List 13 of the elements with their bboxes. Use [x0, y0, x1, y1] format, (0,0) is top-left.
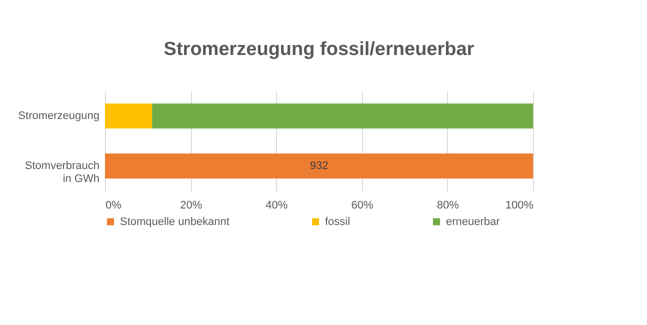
y-tick-label: Stomverbrauch in GWh — [24, 160, 100, 185]
x-tick-label: 80% — [436, 200, 460, 212]
legend-label: fossil — [325, 216, 350, 228]
x-tick-label: 20% — [180, 200, 202, 212]
legend-label: erneuerbar — [446, 216, 500, 228]
annotation: 932 — [310, 160, 328, 172]
x-tick-label: 40% — [266, 200, 288, 212]
legend-label: Stomquelle unbekannt — [120, 216, 230, 228]
x-tick-label: 0% — [106, 200, 122, 212]
chart-title: Stromerzeugung fossil/erneuerbar — [164, 39, 475, 60]
x-tick-label: 60% — [351, 200, 374, 212]
x-tick-label: 100% — [505, 200, 534, 212]
y-tick-label: Stromerzeugung — [18, 110, 100, 122]
